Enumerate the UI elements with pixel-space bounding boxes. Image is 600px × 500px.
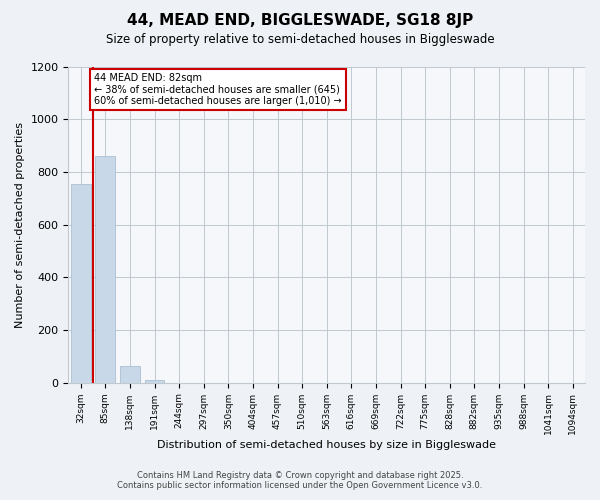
Text: Contains HM Land Registry data © Crown copyright and database right 2025.
Contai: Contains HM Land Registry data © Crown c… <box>118 470 482 490</box>
Text: 44 MEAD END: 82sqm
← 38% of semi-detached houses are smaller (645)
60% of semi-d: 44 MEAD END: 82sqm ← 38% of semi-detache… <box>94 73 342 106</box>
X-axis label: Distribution of semi-detached houses by size in Biggleswade: Distribution of semi-detached houses by … <box>157 440 496 450</box>
Y-axis label: Number of semi-detached properties: Number of semi-detached properties <box>15 122 25 328</box>
Text: 44, MEAD END, BIGGLESWADE, SG18 8JP: 44, MEAD END, BIGGLESWADE, SG18 8JP <box>127 12 473 28</box>
Bar <box>120 366 140 382</box>
Bar <box>95 156 115 382</box>
Bar <box>71 184 91 382</box>
Text: Size of property relative to semi-detached houses in Biggleswade: Size of property relative to semi-detach… <box>106 32 494 46</box>
Bar <box>145 380 164 382</box>
